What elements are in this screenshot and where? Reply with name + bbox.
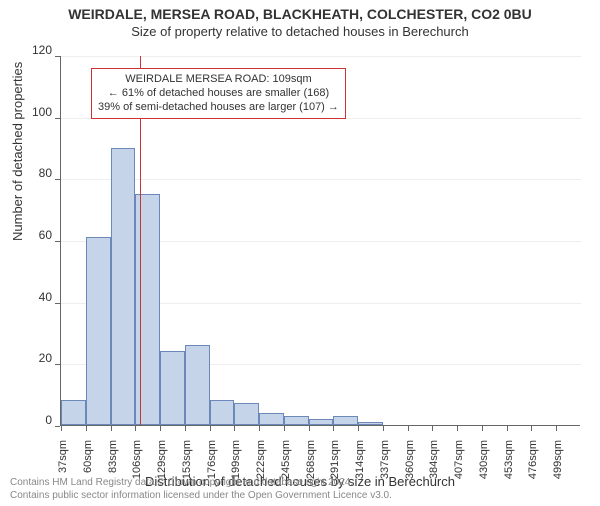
- x-tick-mark: [86, 426, 87, 431]
- plot-area: WEIRDALE MERSEA ROAD: 109sqm ← 61% of de…: [60, 56, 580, 426]
- bar: [111, 148, 136, 426]
- x-tick-mark: [408, 426, 409, 431]
- x-tick-mark: [61, 426, 62, 431]
- bar: [284, 416, 309, 425]
- annotation-box: WEIRDALE MERSEA ROAD: 109sqm ← 61% of de…: [91, 68, 346, 119]
- bar: [61, 400, 86, 425]
- x-tick-mark: [284, 426, 285, 431]
- x-tick-mark: [309, 426, 310, 431]
- bar: [210, 400, 235, 425]
- y-tick-label: 100: [0, 105, 52, 119]
- x-tick-mark: [531, 426, 532, 431]
- x-tick-mark: [432, 426, 433, 431]
- footer-line2: Contains public sector information licen…: [10, 490, 392, 503]
- x-tick-mark: [383, 426, 384, 431]
- gridline: [61, 56, 581, 57]
- y-tick-label: 20: [0, 351, 52, 365]
- footer-text: Contains HM Land Registry data © Crown c…: [10, 477, 392, 502]
- bar: [160, 351, 185, 425]
- x-tick-mark: [210, 426, 211, 431]
- bar: [86, 237, 111, 425]
- x-tick-mark: [358, 426, 359, 431]
- bar: [259, 413, 284, 425]
- x-tick-mark: [556, 426, 557, 431]
- bar: [185, 345, 210, 425]
- y-tick-label: 40: [0, 290, 52, 304]
- x-tick-mark: [234, 426, 235, 431]
- chart-subtitle: Size of property relative to detached ho…: [0, 24, 600, 39]
- bar: [135, 194, 160, 425]
- y-tick-label: 120: [0, 43, 52, 57]
- bar: [333, 416, 358, 425]
- chart-plot: WEIRDALE MERSEA ROAD: 109sqm ← 61% of de…: [60, 56, 580, 426]
- x-tick-mark: [135, 426, 136, 431]
- x-tick-mark: [482, 426, 483, 431]
- x-tick-mark: [507, 426, 508, 431]
- x-tick-mark: [185, 426, 186, 431]
- y-axis-label: Number of detached properties: [10, 62, 25, 241]
- annotation-line2: ← 61% of detached houses are smaller (16…: [98, 87, 339, 101]
- gridline: [61, 179, 581, 180]
- x-tick-mark: [111, 426, 112, 431]
- annotation-line1: WEIRDALE MERSEA ROAD: 109sqm: [98, 73, 339, 87]
- annotation-line3: 39% of semi-detached houses are larger (…: [98, 101, 339, 115]
- bar: [309, 419, 334, 425]
- bar: [234, 403, 259, 425]
- x-tick-mark: [160, 426, 161, 431]
- x-tick-mark: [333, 426, 334, 431]
- bar: [358, 422, 383, 425]
- y-tick-label: 0: [0, 413, 52, 427]
- x-tick-mark: [457, 426, 458, 431]
- footer-line1: Contains HM Land Registry data © Crown c…: [10, 477, 392, 490]
- chart-title: WEIRDALE, MERSEA ROAD, BLACKHEATH, COLCH…: [0, 6, 600, 22]
- y-tick-mark: [55, 426, 60, 427]
- y-tick-label: 60: [0, 228, 52, 242]
- x-tick-mark: [259, 426, 260, 431]
- y-tick-label: 80: [0, 166, 52, 180]
